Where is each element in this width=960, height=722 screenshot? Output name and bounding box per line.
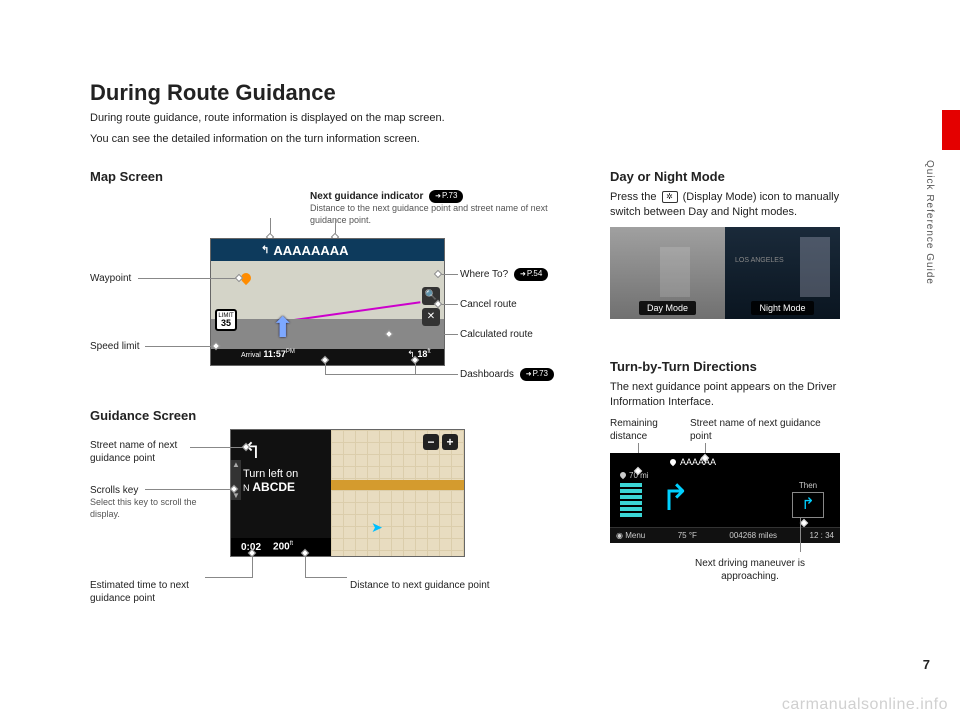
tbt-then-box: Then ↱ (788, 481, 828, 524)
turn-right-arrow-icon: ↱ (660, 477, 690, 519)
day-mode-label: Day Mode (639, 301, 696, 315)
leader (190, 447, 245, 448)
leader (138, 278, 238, 279)
display-mode-icon: ✲ (662, 191, 678, 203)
turn-left-icon: ↰ (243, 438, 327, 464)
cancel-route-icon[interactable]: ✕ (422, 308, 440, 326)
pill-p54: ➜P.54 (514, 268, 548, 280)
leader (800, 517, 801, 552)
day-night-heading: Day or Night Mode (610, 169, 850, 184)
callout-est-time: Estimated time to next guidance point (90, 579, 220, 605)
side-section-label: Quick Reference Guide (924, 160, 935, 285)
night-mode-label: Night Mode (751, 301, 813, 315)
city-label: LOS ANGELES (735, 257, 784, 264)
leader (205, 577, 253, 578)
leader (325, 374, 458, 375)
callout-cancel-route: Cancel route (460, 298, 517, 311)
guidance-screen-figure: ➤ − + ↰ Turn left on N ABCDE (90, 429, 570, 604)
callout-street-name: Street name of next guidance point (90, 439, 210, 465)
building-graphic (660, 247, 690, 297)
leader (305, 577, 347, 578)
page-number: 7 (923, 657, 930, 672)
callout-tbt-street: Street name of next guidance point (690, 417, 830, 443)
leader (305, 557, 306, 577)
leader (440, 304, 458, 305)
callout-dist-next: Distance to next guidance point (350, 579, 490, 592)
speed-limit-sign: LIMIT 35 (215, 309, 237, 331)
callout-speed-limit: Speed limit (90, 340, 139, 353)
leader (145, 489, 233, 490)
leader (252, 557, 253, 577)
day-night-para: Press the ✲ (Display Mode) icon to manua… (610, 190, 850, 221)
tbt-para: The next guidance point appears on the D… (610, 380, 850, 411)
tbt-heading: Turn-by-Turn Directions (610, 359, 850, 374)
zoom-controls: − + (423, 434, 458, 450)
callout-next-guidance-sub: Distance to the next guidance point and … (310, 203, 560, 226)
ms-map-area: ⬆ LIMIT 35 🔍 ✕ (211, 261, 444, 349)
zoom-out-button[interactable]: − (423, 434, 439, 450)
callout-where-to: Where To? ➜P.54 (460, 268, 548, 281)
turn-arrow-icon: ↰ (261, 245, 269, 256)
diamond-marker (800, 518, 808, 526)
page-title: During Route Guidance (90, 80, 880, 106)
scroll-key[interactable]: ▲▼ (231, 460, 241, 500)
map-side-buttons: 🔍 ✕ (422, 287, 442, 329)
building-graphic (800, 237, 830, 297)
ms-street-banner: ↰ AAAAAAAA (211, 239, 444, 261)
tbt-status-bar: ◉ Menu 75 °F 004268 miles 12 : 34 (610, 527, 840, 543)
leader (440, 274, 458, 275)
ms-bottom-bar: Arrival 11:57PM ↰ 18ft (211, 349, 444, 365)
map-screen-mock: 300ft ↰ AAAAAAAA ⬆ LIMIT (210, 238, 445, 366)
leader (390, 334, 458, 335)
callout-dashboards: Dashboards ➜P.73 (460, 368, 554, 381)
day-night-screenshot: − + Day Mode LOS ANGELES Night Mode (610, 227, 840, 319)
car-icon: ➤ (371, 519, 383, 536)
map-screen-figure: Next guidance indicator ➜P.73 Distance t… (90, 190, 570, 390)
pill-p73b: ➜P.73 (520, 368, 554, 380)
intro-line-1: During route guidance, route information… (90, 110, 880, 127)
guidance-screen-mock: ➤ − + ↰ Turn left on N ABCDE (230, 429, 465, 557)
zoom-in-button[interactable]: + (442, 434, 458, 450)
day-mode-half: Day Mode (610, 227, 725, 319)
intro-line-2: You can see the detailed information on … (90, 131, 880, 148)
callout-next-maneuver: Next driving maneuver is approaching. (670, 557, 830, 583)
map-screen-heading: Map Screen (90, 169, 570, 184)
callout-next-guidance: Next guidance indicator ➜P.73 Distance t… (310, 190, 560, 226)
gs-bottom-bar: 0:02 200ft (231, 538, 331, 556)
guidance-arrow-icon: ⬆ (271, 311, 294, 344)
callout-remaining-dist: Remaining distance (610, 417, 680, 443)
watermark: carmanualsonline.info (782, 696, 948, 714)
pill-p73a: ➜P.73 (429, 190, 463, 202)
distance-bars (620, 483, 642, 519)
guidance-screen-heading: Guidance Screen (90, 408, 570, 423)
gs-map-area: ➤ − + (331, 430, 464, 556)
callout-next-guidance-label: Next guidance indicator (310, 191, 423, 202)
then-arrow-icon: ↱ (792, 492, 824, 518)
callout-calculated-route: Calculated route (460, 328, 533, 341)
tbt-figure: Remaining distance Street name of next g… (610, 417, 850, 577)
tbt-screenshot: AAAAAA 70 mi ↱ Then ↱ (610, 453, 840, 543)
callout-waypoint: Waypoint (90, 272, 131, 285)
night-mode-half: LOS ANGELES Night Mode (725, 227, 840, 319)
highway-line (331, 480, 464, 490)
leader (145, 346, 215, 347)
section-tab (942, 110, 960, 150)
